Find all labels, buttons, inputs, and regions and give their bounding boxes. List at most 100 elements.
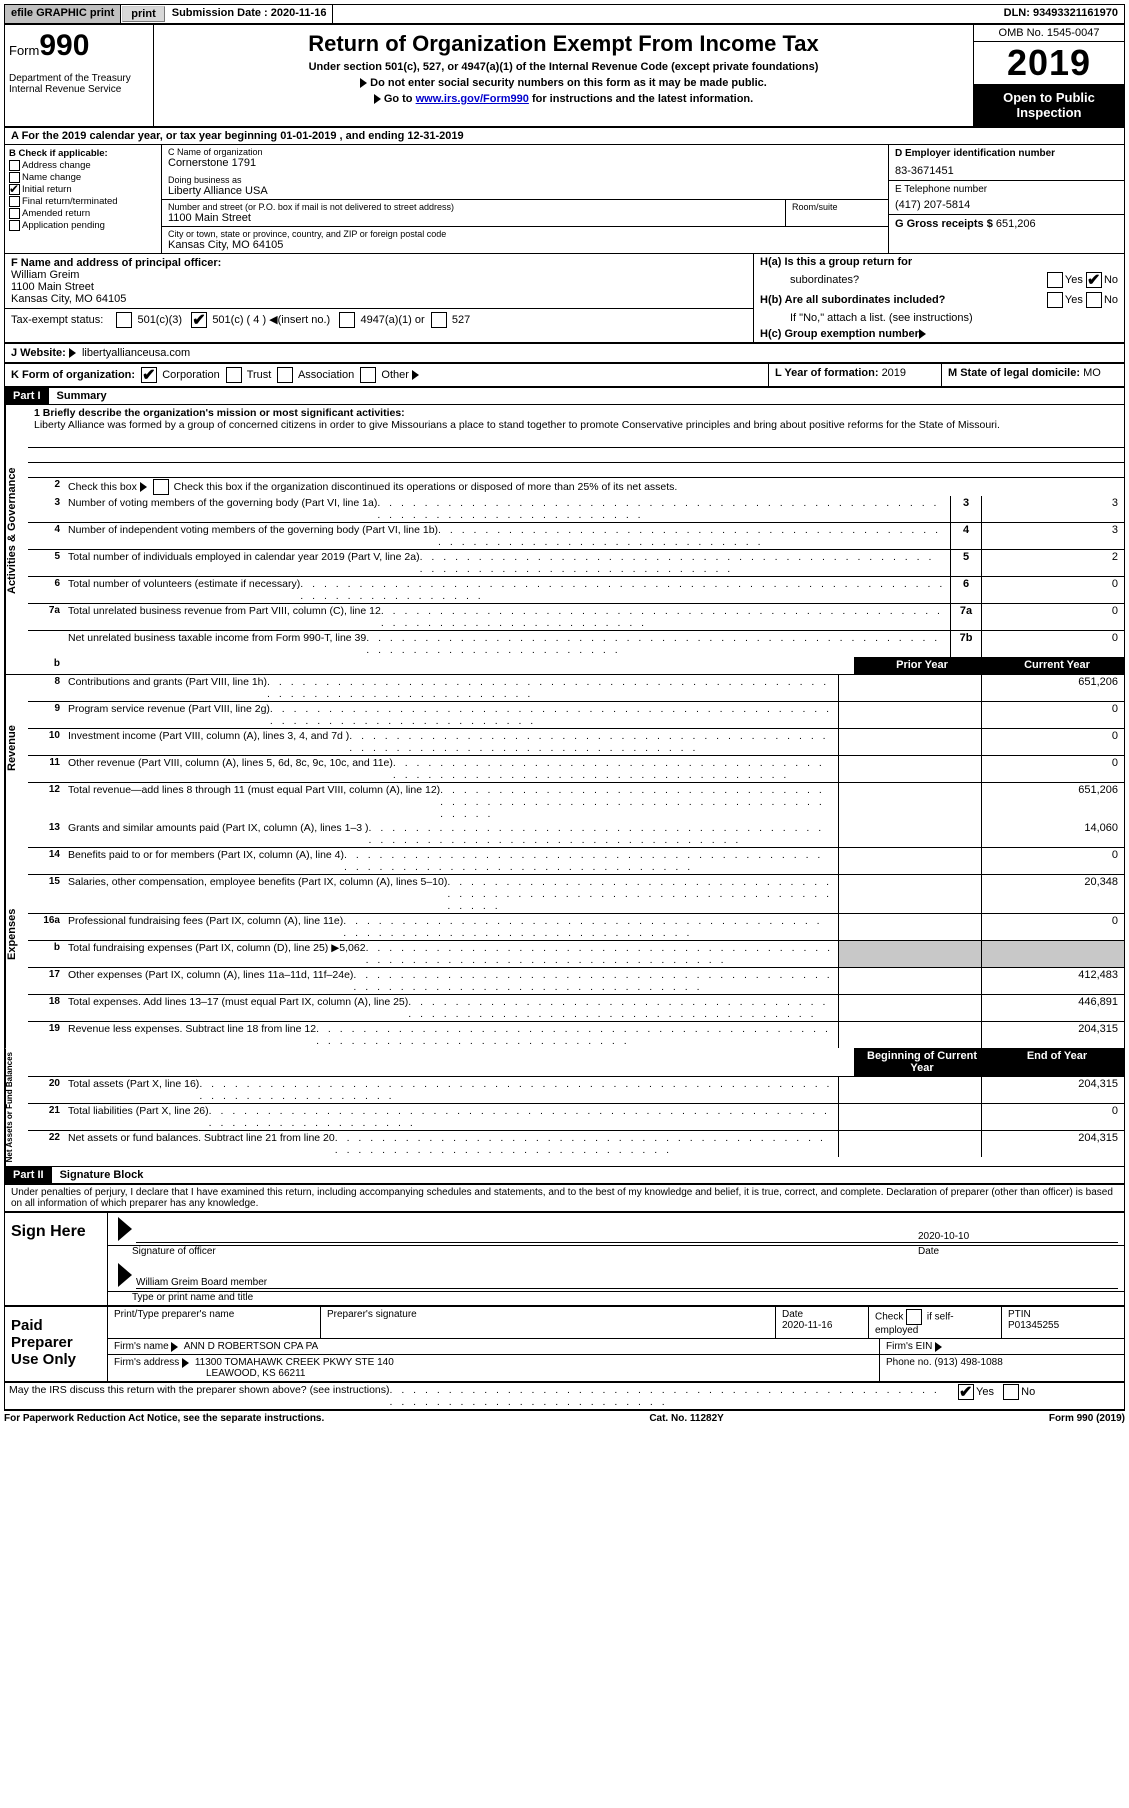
ptin: P01345255	[1008, 1320, 1059, 1331]
penalty-text: Under penalties of perjury, I declare th…	[4, 1184, 1125, 1212]
chk-discuss-yes[interactable]	[958, 1384, 974, 1400]
submission-date: Submission Date : 2020-11-16	[166, 5, 334, 23]
begin-year-hdr: Beginning of Current Year	[854, 1048, 989, 1076]
block-fh: F Name and address of principal officer:…	[4, 253, 1125, 343]
chk-discuss-no[interactable]	[1003, 1384, 1019, 1400]
sign-block: Sign Here 2020-10-10 Signature of office…	[4, 1212, 1125, 1306]
omb-label: OMB No. 1545-0047	[974, 25, 1124, 42]
chk-hb-no[interactable]	[1086, 292, 1102, 308]
triangle-icon	[412, 370, 419, 380]
header-left: Form990 Department of the Treasury Inter…	[5, 25, 154, 126]
summary-line: 5Total number of individuals employed in…	[28, 550, 1124, 577]
chk-discontinued[interactable]	[153, 479, 169, 495]
chk-527[interactable]	[431, 312, 447, 328]
preparer-block: Paid Preparer Use Only Print/Type prepar…	[4, 1306, 1125, 1382]
street: 1100 Main Street	[168, 212, 779, 224]
prior-year-hdr: Prior Year	[854, 657, 989, 674]
vtab-expenses: Expenses	[5, 821, 28, 1048]
summary-line: 12Total revenue—add lines 8 through 11 (…	[28, 783, 1124, 821]
summary-line: 20Total assets (Part X, line 16)204,315	[28, 1077, 1124, 1104]
chk-assoc[interactable]	[277, 367, 293, 383]
current-year-hdr: Current Year	[989, 657, 1124, 674]
arrow-icon	[118, 1217, 132, 1241]
mission-text: Liberty Alliance was formed by a group o…	[34, 419, 1000, 431]
col-d: D Employer identification number 83-3671…	[888, 145, 1124, 253]
state-domicile: MO	[1083, 367, 1101, 379]
summary-line: 18Total expenses. Add lines 13–17 (must …	[28, 995, 1124, 1022]
summary-line: 4Number of independent voting members of…	[28, 523, 1124, 550]
triangle-icon	[935, 1342, 942, 1352]
summary-line: 10Investment income (Part VIII, column (…	[28, 729, 1124, 756]
city: Kansas City, MO 64105	[168, 239, 882, 251]
firm-addr2: LEAWOOD, KS 66211	[206, 1368, 306, 1379]
summary-line: 7aTotal unrelated business revenue from …	[28, 604, 1124, 631]
dln-label: DLN: 93493321161970	[998, 5, 1124, 23]
header-right: OMB No. 1545-0047 2019 Open to Public In…	[973, 25, 1124, 126]
form-title: Return of Organization Exempt From Incom…	[158, 31, 969, 57]
sign-date: 2020-10-10	[918, 1231, 1118, 1243]
summary-line: 14Benefits paid to or for members (Part …	[28, 848, 1124, 875]
section-revenue: Revenue 8Contributions and grants (Part …	[4, 675, 1125, 821]
summary-line: 6Total number of volunteers (estimate if…	[28, 577, 1124, 604]
chk-name[interactable]: Name change	[9, 172, 157, 183]
vtab-netassets: Net Assets or Fund Balances	[5, 1048, 28, 1166]
chk-final[interactable]: Final return/terminated	[9, 196, 157, 207]
chk-amended[interactable]: Amended return	[9, 208, 157, 219]
chk-hb-yes[interactable]	[1047, 292, 1063, 308]
triangle-icon	[182, 1358, 189, 1368]
firm-phone: (913) 498-1088	[934, 1357, 1002, 1368]
chk-self-employed[interactable]	[906, 1309, 922, 1325]
header-mid: Return of Organization Exempt From Incom…	[154, 25, 973, 126]
part2-header: Part II Signature Block	[4, 1166, 1125, 1184]
col-c: C Name of organization Cornerstone 1791 …	[162, 145, 888, 253]
gross-receipts: 651,206	[996, 218, 1036, 230]
triangle-icon	[140, 482, 147, 492]
phone: (417) 207-5814	[895, 199, 1118, 211]
chk-initial[interactable]: Initial return	[9, 184, 157, 195]
chk-ha-no[interactable]	[1086, 272, 1102, 288]
open-public-badge: Open to Public Inspection	[974, 84, 1124, 126]
ein: 83-3671451	[895, 165, 1118, 177]
preparer-label: Paid Preparer Use Only	[5, 1307, 108, 1381]
room-suite: Room/suite	[786, 200, 888, 226]
org-name: Cornerstone 1791	[168, 157, 882, 169]
vtab-activities: Activities & Governance	[5, 405, 28, 657]
website: libertyallianceusa.com	[82, 347, 190, 359]
firm-addr1: 11300 TOMAHAWK CREEK PKWY STE 140	[195, 1357, 394, 1368]
col-b-checkboxes: B Check if applicable: Address change Na…	[5, 145, 162, 253]
sign-here-label: Sign Here	[5, 1213, 108, 1305]
chk-corp[interactable]	[141, 367, 157, 383]
summary-line: 13Grants and similar amounts paid (Part …	[28, 821, 1124, 848]
arrow-icon	[118, 1263, 132, 1287]
vtab-revenue: Revenue	[5, 675, 28, 821]
dept-label: Department of the Treasury Internal Reve…	[9, 73, 149, 95]
triangle-icon	[919, 329, 926, 339]
chk-501c3[interactable]	[116, 312, 132, 328]
chk-ha-yes[interactable]	[1047, 272, 1063, 288]
summary-line: 16aProfessional fundraising fees (Part I…	[28, 914, 1124, 941]
chk-4947[interactable]	[339, 312, 355, 328]
form-header: Form990 Department of the Treasury Inter…	[4, 24, 1125, 127]
summary-line: Net unrelated business taxable income fr…	[28, 631, 1124, 657]
chk-501c4[interactable]	[191, 312, 207, 328]
chk-application[interactable]: Application pending	[9, 220, 157, 231]
chk-trust[interactable]	[226, 367, 242, 383]
summary-line: 11Other revenue (Part VIII, column (A), …	[28, 756, 1124, 783]
irs-link[interactable]: www.irs.gov/Form990	[416, 93, 529, 105]
dba-name: Liberty Alliance USA	[168, 185, 882, 197]
chk-address[interactable]: Address change	[9, 160, 157, 171]
summary-line: 8Contributions and grants (Part VIII, li…	[28, 675, 1124, 702]
triangle-icon	[171, 1342, 178, 1352]
year-formation: 2019	[882, 367, 906, 379]
page-footer: For Paperwork Reduction Act Notice, see …	[4, 1410, 1125, 1426]
summary-line: 15Salaries, other compensation, employee…	[28, 875, 1124, 914]
tax-year: 2019	[974, 42, 1124, 84]
firm-name: ANN D ROBERTSON CPA PA	[184, 1341, 318, 1352]
chk-other[interactable]	[360, 367, 376, 383]
summary-line: bTotal fundraising expenses (Part IX, co…	[28, 941, 1124, 968]
row-a-period: A For the 2019 calendar year, or tax yea…	[4, 127, 1125, 145]
part1-header: Part I Summary	[4, 387, 1125, 405]
block-bcd: B Check if applicable: Address change Na…	[4, 145, 1125, 253]
print-button[interactable]: print	[122, 6, 164, 22]
section-activities: Activities & Governance 1 Briefly descri…	[4, 405, 1125, 657]
